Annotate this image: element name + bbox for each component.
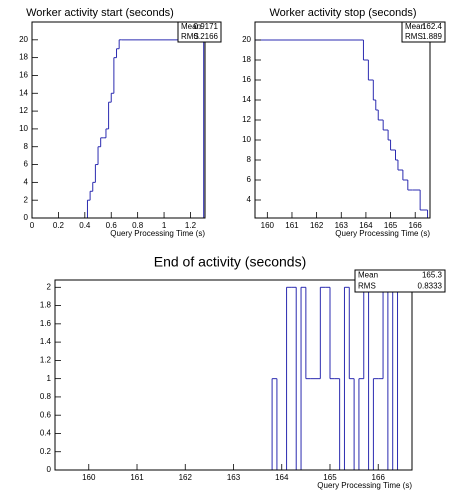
y-tick-label: 4 (24, 177, 29, 186)
stats-value: 1.889 (422, 32, 443, 41)
x-tick-label: 163 (227, 473, 241, 482)
stats-value: 0.9171 (194, 22, 219, 31)
x-tick-label: 162 (310, 221, 324, 230)
x-tick-label: 164 (275, 473, 289, 482)
x-axis-label: Query Processing Time (s) (110, 229, 205, 238)
chart-title: End of activity (seconds) (154, 254, 307, 270)
stats-label: RMS (181, 32, 199, 41)
x-tick-label: 0 (30, 221, 35, 230)
y-tick-label: 2 (47, 282, 52, 291)
x-tick-label: 160 (261, 221, 275, 230)
y-tick-label: 0.8 (40, 392, 52, 401)
y-tick-label: 12 (19, 106, 28, 115)
y-tick-label: 18 (242, 55, 251, 64)
y-tick-label: 4 (247, 195, 252, 204)
stats-box (177, 21, 222, 43)
stats-label: Mean (181, 22, 201, 31)
y-tick-label: 8 (24, 142, 29, 151)
x-tick-label: 160 (82, 473, 96, 482)
y-tick-label: 0.4 (40, 429, 52, 438)
frame (254, 21, 431, 219)
y-tick-label: 1.2 (40, 355, 52, 364)
frame (31, 21, 206, 219)
y-tick-label: 10 (242, 135, 251, 144)
x-tick-label: 165 (323, 473, 337, 482)
stats-label: Mean (405, 22, 425, 31)
stats-value: 165.3 (422, 271, 443, 280)
x-tick-label: 162 (179, 473, 193, 482)
x-axis-label: Query Processing Time (s) (317, 481, 412, 490)
y-tick-label: 10 (19, 124, 28, 133)
x-tick-label: 166 (372, 473, 386, 482)
x-tick-label: 163 (335, 221, 349, 230)
x-axis-label: Query Processing Time (s) (335, 229, 430, 238)
y-tick-label: 2 (24, 195, 29, 204)
stats-value: 0.8333 (418, 282, 443, 291)
x-tick-label: 166 (409, 221, 423, 230)
x-tick-label: 0.6 (106, 221, 118, 230)
y-tick-label: 0.2 (40, 447, 52, 456)
y-tick-label: 14 (242, 95, 251, 104)
y-tick-label: 6 (247, 175, 252, 184)
y-tick-label: 12 (242, 115, 251, 124)
y-tick-label: 1.6 (40, 319, 52, 328)
stats-label: Mean (358, 271, 378, 280)
y-tick-label: 1.8 (40, 301, 52, 310)
y-tick-label: 0 (47, 465, 52, 474)
y-tick-label: 6 (24, 160, 29, 169)
x-tick-label: 1.2 (185, 221, 197, 230)
y-tick-label: 14 (19, 88, 28, 97)
y-tick-label: 1 (47, 374, 52, 383)
stats-label: RMS (358, 282, 376, 291)
x-tick-label: 164 (359, 221, 373, 230)
y-tick-label: 16 (242, 75, 251, 84)
x-tick-label: 0.8 (132, 221, 144, 230)
chart-title: Worker activity stop (seconds) (269, 7, 416, 19)
y-tick-label: 20 (242, 35, 251, 44)
x-tick-label: 0.4 (79, 221, 91, 230)
x-tick-label: 1 (162, 221, 167, 230)
stats-value: 162.4 (422, 22, 443, 31)
x-tick-label: 161 (285, 221, 299, 230)
y-tick-label: 0 (24, 213, 29, 222)
stats-box (401, 21, 446, 43)
x-tick-label: 0.2 (53, 221, 65, 230)
y-tick-label: 8 (247, 155, 252, 164)
stats-label: RMS (405, 32, 423, 41)
y-tick-label: 0.6 (40, 410, 52, 419)
y-tick-label: 20 (19, 35, 28, 44)
stats-value: 0.2166 (194, 32, 219, 41)
chart-title: Worker activity start (seconds) (26, 7, 174, 19)
y-tick-label: 1.4 (40, 337, 52, 346)
y-tick-label: 18 (19, 53, 28, 62)
stats-box (354, 269, 446, 293)
x-tick-label: 165 (384, 221, 398, 230)
y-tick-label: 16 (19, 71, 28, 80)
x-tick-label: 161 (130, 473, 144, 482)
